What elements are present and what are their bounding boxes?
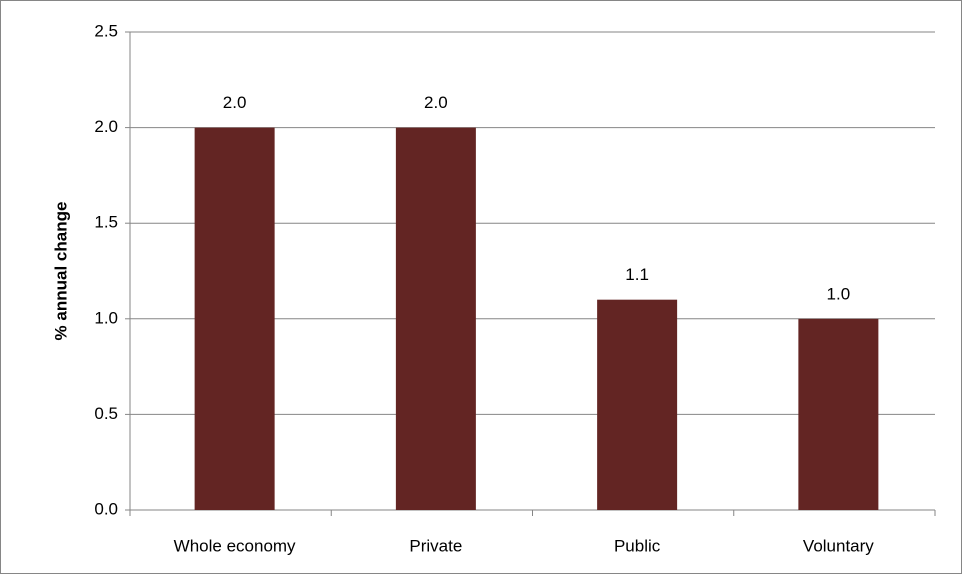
value-label: 1.1 bbox=[625, 265, 649, 284]
value-label: 2.0 bbox=[223, 93, 247, 112]
x-tick-label: Private bbox=[409, 536, 462, 555]
y-tick-label: 0.0 bbox=[94, 499, 118, 518]
x-tick-label: Public bbox=[614, 536, 661, 555]
y-tick-label: 1.0 bbox=[94, 308, 118, 327]
x-tick-label: Whole economy bbox=[174, 536, 296, 555]
bar bbox=[798, 318, 879, 510]
x-tick-label: Voluntary bbox=[803, 536, 874, 555]
bar bbox=[395, 127, 476, 510]
y-axis-label: % annual change bbox=[51, 202, 70, 341]
value-label: 1.0 bbox=[827, 284, 851, 303]
y-tick-label: 0.5 bbox=[94, 404, 118, 423]
y-tick-label: 2.5 bbox=[94, 21, 118, 40]
value-label: 2.0 bbox=[424, 93, 448, 112]
bar bbox=[597, 299, 678, 510]
y-tick-label: 1.5 bbox=[94, 213, 118, 232]
bar bbox=[194, 127, 275, 510]
y-tick-label: 2.0 bbox=[94, 117, 118, 136]
